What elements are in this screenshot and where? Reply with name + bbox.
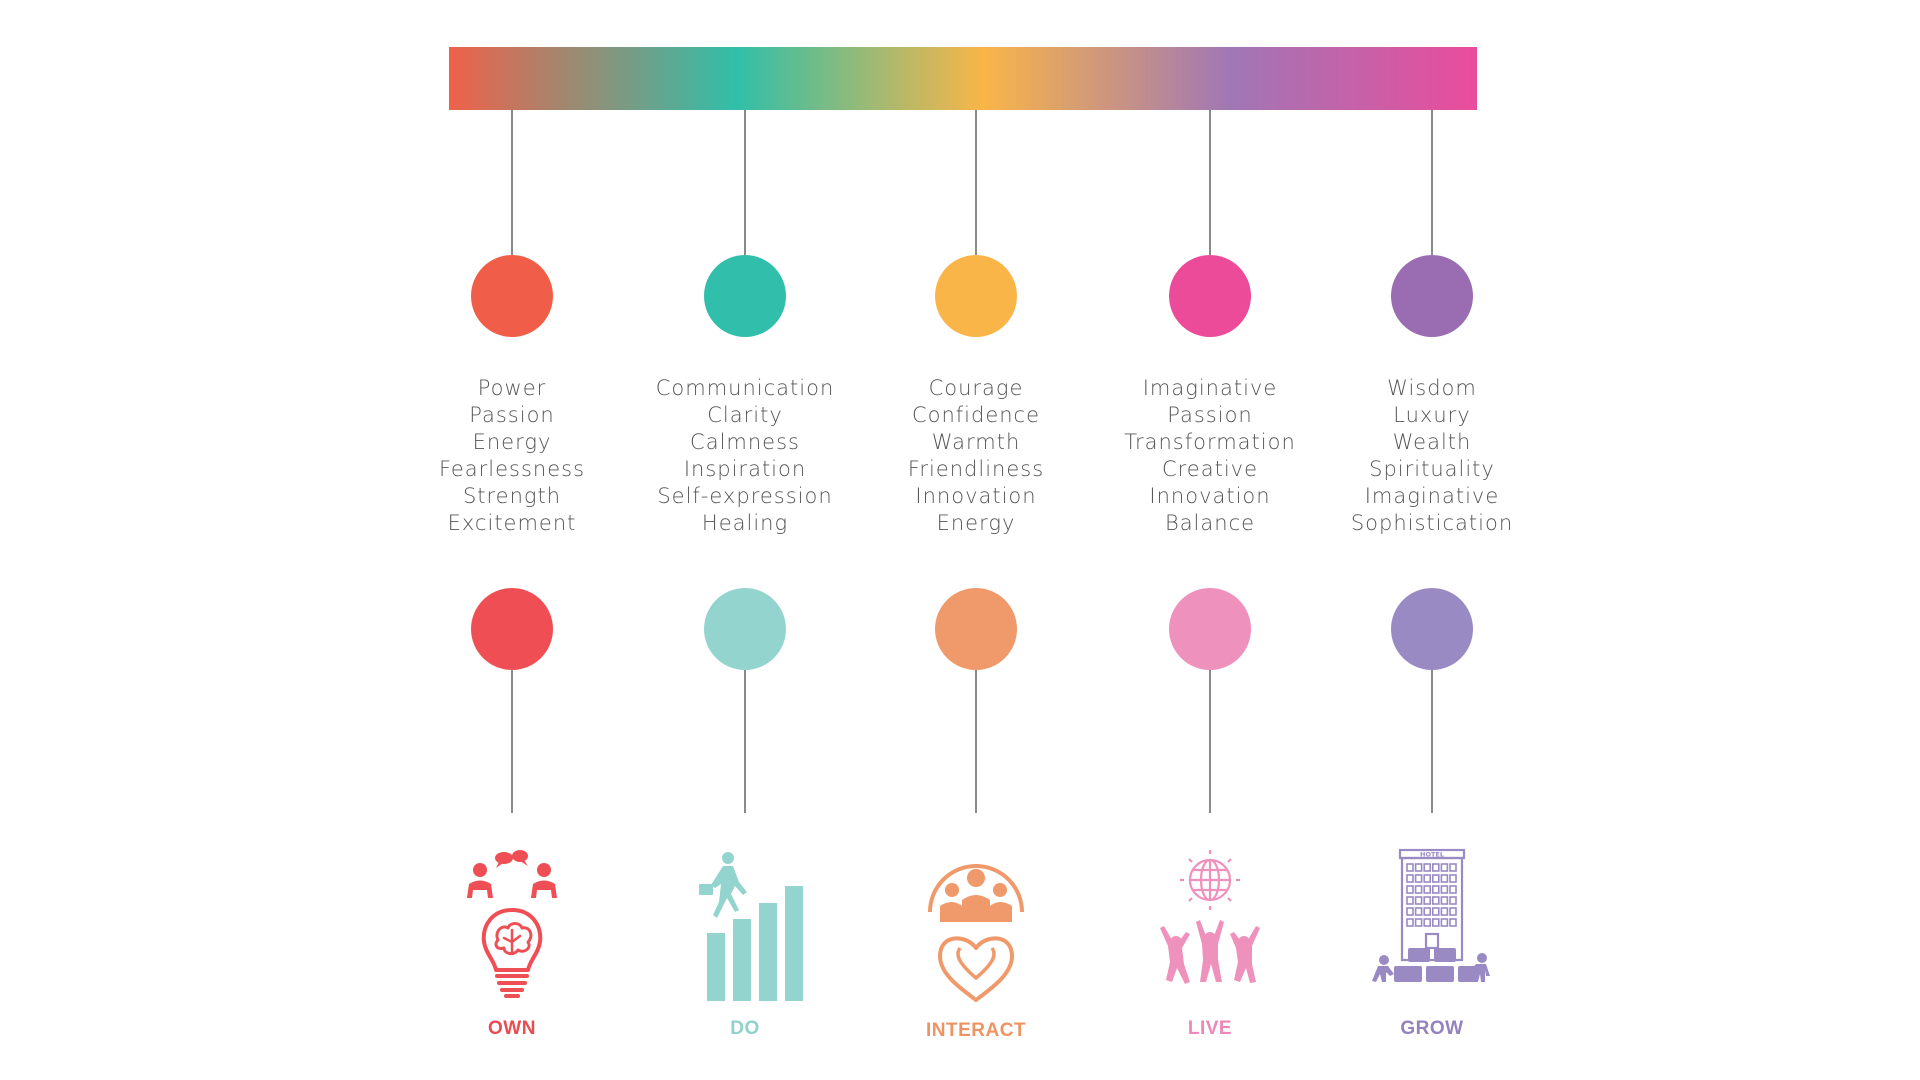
connector-line-top [1431, 110, 1433, 255]
attribute-word: Energy [472, 430, 552, 454]
attribute-list: Courage Confidence Warmth Friendliness I… [826, 375, 1126, 537]
color-gradient-bar [449, 47, 1477, 110]
attribute-word: Clarity [707, 403, 783, 427]
attribute-word: Wealth [1392, 430, 1472, 454]
color-dot-top [471, 255, 553, 337]
attribute-list: Communication Clarity Calmness Inspirati… [595, 375, 895, 537]
color-dot-bottom [1391, 588, 1473, 670]
attribute-word: Spirituality [1369, 457, 1495, 481]
attribute-word: Confidence [911, 403, 1041, 427]
growth-chart-climber-icon [699, 852, 803, 1001]
attribute-word: Friendliness [907, 457, 1045, 481]
attribute-list: Imaginative Passion Transformation Creat… [1060, 375, 1360, 537]
attribute-word: Communication [655, 376, 835, 400]
color-dot-bottom [471, 588, 553, 670]
attribute-word: Passion [1167, 403, 1253, 427]
category-label: INTERACT [925, 1020, 1027, 1041]
attribute-word: Courage [928, 376, 1024, 400]
color-dot-bottom [935, 588, 1017, 670]
attribute-word: Innovation [915, 484, 1037, 508]
color-dot-bottom [704, 588, 786, 670]
connector-line-top [1209, 110, 1211, 255]
connector-line-bottom [1431, 670, 1433, 813]
attribute-word: Energy [936, 511, 1016, 535]
attribute-word: Wisdom [1387, 376, 1477, 400]
attribute-word: Balance [1164, 511, 1256, 535]
attribute-word: Creative [1161, 457, 1259, 481]
category-label: GROW [1400, 1018, 1464, 1039]
attribute-word: Passion [469, 403, 555, 427]
community-hearts-icon [928, 864, 1024, 1002]
connector-line-top [975, 110, 977, 255]
category-label: DO [730, 1018, 760, 1039]
category-label: LIVE [1187, 1018, 1233, 1039]
hotel-sign-text: HOTEL [1420, 851, 1444, 859]
connector-line-bottom [1209, 670, 1211, 813]
connector-line-top [511, 110, 513, 255]
attribute-word: Imaginative [1142, 376, 1278, 400]
attribute-word: Healing [701, 511, 789, 535]
connector-line-top [744, 110, 746, 255]
category-label: OWN [488, 1018, 536, 1039]
attribute-word: Calmness [690, 430, 800, 454]
attribute-word: Transformation [1124, 430, 1296, 454]
brainstorm-lightbulb-icon [467, 850, 557, 998]
attribute-word: Excitement [447, 511, 577, 535]
attribute-word: Sophistication [1350, 511, 1514, 535]
color-dot-top [935, 255, 1017, 337]
hotel-building-icon: HOTEL [1372, 848, 1490, 982]
attribute-word: Fearlessness [438, 457, 586, 481]
attribute-word: Self-expression [657, 484, 833, 508]
color-dot-bottom [1169, 588, 1251, 670]
connector-line-bottom [511, 670, 513, 813]
attribute-word: Warmth [931, 430, 1021, 454]
connector-line-bottom [975, 670, 977, 813]
attribute-word: Innovation [1149, 484, 1271, 508]
attribute-word: Power [477, 376, 547, 400]
attribute-word: Inspiration [683, 457, 807, 481]
attribute-word: Strength [462, 484, 562, 508]
attribute-list: Wisdom Luxury Wealth Spirituality Imagin… [1282, 375, 1582, 537]
attribute-word: Luxury [1393, 403, 1471, 427]
color-dot-top [1391, 255, 1473, 337]
attribute-word: Imaginative [1364, 484, 1500, 508]
connector-line-bottom [744, 670, 746, 813]
color-dot-top [1169, 255, 1251, 337]
global-celebration-icon [1160, 850, 1260, 984]
color-dot-top [704, 255, 786, 337]
attribute-list: Power Passion Energy Fearlessness Streng… [362, 375, 662, 537]
